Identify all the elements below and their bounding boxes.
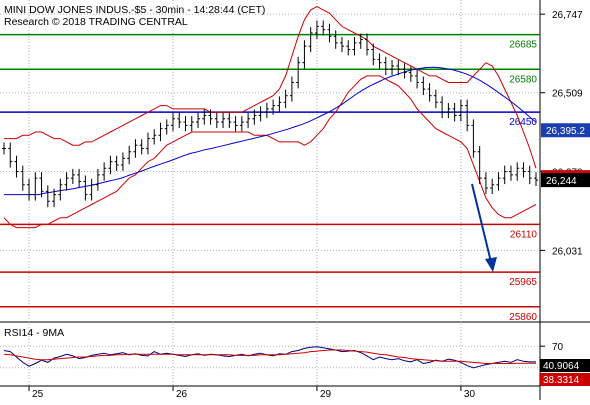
y-tick-label: 26,509 (552, 89, 583, 100)
axis-layer: 2526293026,74726,50926,27026,03126,395.2… (28, 10, 590, 400)
forecast-arrow-head (485, 257, 497, 272)
x-tick-label: 25 (32, 389, 44, 400)
price-tag-text: 26,395.2 (546, 126, 585, 137)
y-tick-label: 26,031 (552, 246, 583, 257)
forecast-arrow-shaft (471, 183, 492, 263)
x-tick-label: 29 (320, 389, 332, 400)
price-tag-text: 26,244 (546, 176, 577, 187)
level-label-26685: 26685 (509, 40, 537, 51)
rsi-value-tag (540, 359, 590, 372)
forecast-arrow (471, 183, 497, 272)
level-label-26580: 26580 (509, 74, 537, 85)
level-label-25860: 25860 (509, 312, 537, 323)
rsi-tick-label: 70 (552, 342, 564, 353)
y-tick-label: 26,747 (552, 10, 583, 21)
rsi-ma-value-tag-text: 38.3314 (543, 375, 580, 386)
levels-layer: 26685 26580 26450 26110 25965 25860 (0, 33, 540, 323)
rsi-series-rsi (3, 346, 536, 369)
rsi-ma-value-tag (540, 373, 590, 386)
price-tag-bg (541, 173, 590, 188)
chart-title: MINI DOW JONES INDUS.-$5 - 30min - 14:28… (4, 4, 265, 16)
rsi-panel-label: RSI14 - 9MA (4, 327, 64, 339)
level-label-26110: 26110 (510, 229, 538, 240)
level-label-25965: 25965 (509, 277, 537, 288)
rsi-layer: 7030 (0, 342, 564, 375)
candles-layer (2, 20, 538, 208)
price-tag-bg (541, 123, 590, 138)
chart-source: Research © 2018 TRADING CENTRAL (4, 16, 188, 28)
series-bollinger_upper (4, 6, 537, 169)
rsi-series-rsi_ma (3, 349, 537, 364)
series-bollinger_lower (3, 75, 537, 229)
x-tick-label: 30 (464, 389, 476, 400)
rsi-value-tag-text: 40.9064 (543, 361, 580, 372)
x-tick-label: 26 (176, 389, 188, 400)
level-label-26450: 26450 (509, 117, 537, 128)
